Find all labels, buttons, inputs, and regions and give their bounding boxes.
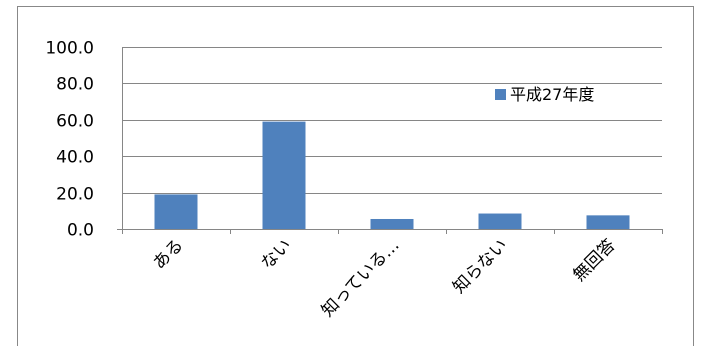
- bar-4: [478, 213, 522, 229]
- legend-label: 平成27年度: [510, 85, 594, 104]
- axes: [117, 47, 663, 234]
- y-tick-label: 100.0: [45, 39, 94, 59]
- y-tick-label: 80.0: [56, 75, 94, 95]
- y-tick-label: 40.0: [56, 148, 94, 168]
- legend-swatch: [495, 89, 506, 100]
- y-tick-label: 0.0: [67, 221, 94, 241]
- legend: 平成27年度: [495, 85, 594, 104]
- bar-1: [154, 194, 198, 229]
- bar-5: [586, 215, 630, 229]
- y-tick-labels: 0.0 20.0 40.0 60.0 80.0 100.0: [45, 39, 94, 241]
- chart-border: [17, 6, 694, 350]
- bar-2: [262, 121, 306, 229]
- y-tick-label: 20.0: [56, 185, 94, 205]
- bars: [154, 121, 630, 229]
- bar-3: [370, 218, 414, 229]
- y-tick-label: 60.0: [56, 112, 94, 132]
